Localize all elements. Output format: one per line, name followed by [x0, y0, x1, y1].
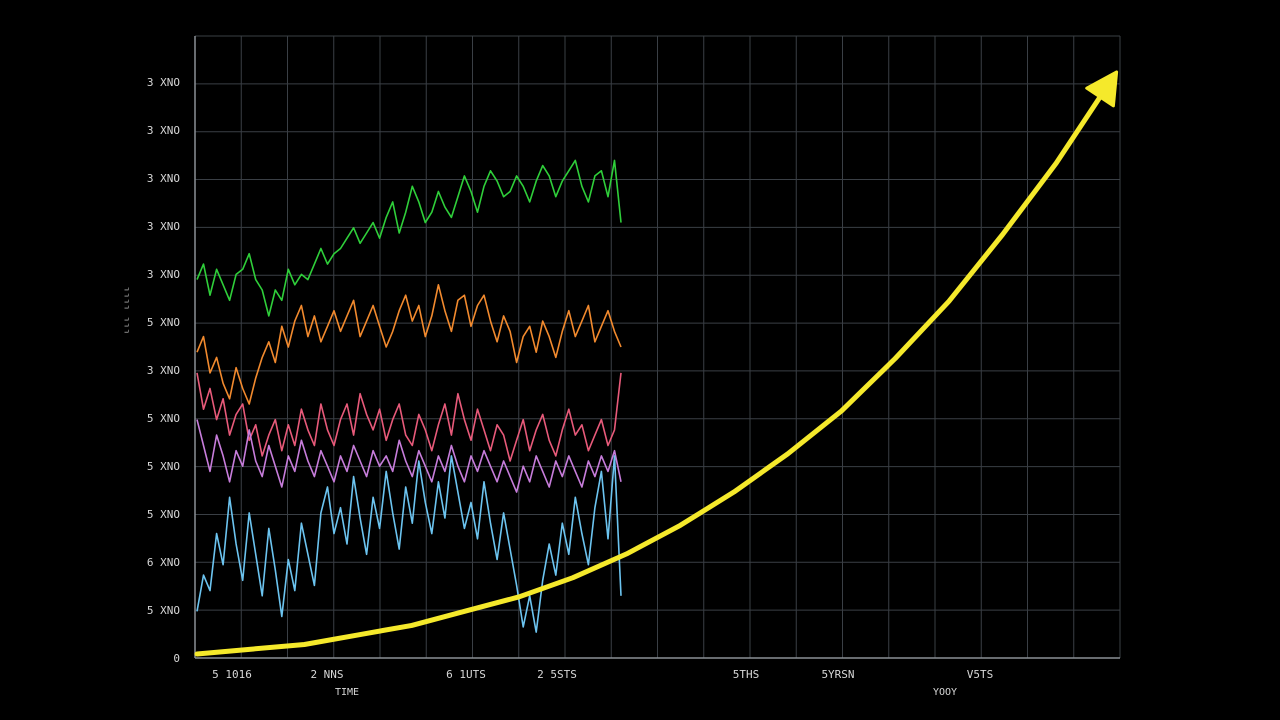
data-series-line [196, 455, 622, 633]
trend-line [194, 79, 1113, 657]
y-tick-label: 5 XNO [147, 316, 180, 329]
x-axis-ticks: 5 1016 2 NNS 6 1UTS 2 5STS 5THS 5YRSN V5TS [212, 668, 993, 681]
y-tick-label: 5 XNO [147, 460, 180, 473]
x-tick-label: 2 NNS [310, 668, 343, 681]
chart-series [196, 159, 622, 633]
y-tick-label: 3 XNO [147, 124, 180, 137]
y-tick-label: 3 XNO [147, 220, 180, 233]
chart-grid [194, 35, 1121, 659]
y-tick-label: 5 XNO [147, 412, 180, 425]
x-tick-label: 6 1UTS [446, 668, 486, 681]
y-axis-label: ᴸᴸᴸ ᴸᴸᴸᴸ [124, 286, 135, 334]
x-tick-label: 5YRSN [821, 668, 854, 681]
data-series-line [196, 283, 622, 405]
y-tick-label: 3 XNO [147, 268, 180, 281]
y-tick-label: 6 XNO [147, 556, 180, 569]
data-series-line [196, 372, 622, 462]
y-tick-label: 3 XNO [147, 364, 180, 377]
data-series-line [196, 159, 622, 317]
x-tick-label: V5TS [967, 668, 994, 681]
x-tick-label: 2 5STS [537, 668, 577, 681]
y-tick-label: 3 XNO [147, 172, 180, 185]
y-tick-label: 5 XNO [147, 604, 180, 617]
trend-arrowhead [1085, 70, 1119, 108]
y-tick-label: 0 [173, 652, 180, 665]
x-tick-label: 5THS [733, 668, 760, 681]
y-tick-label: 3 XNO [147, 76, 180, 89]
y-axis-ticks: 0 5 XNO 6 XNO 5 XNO 5 XNO 5 XNO 3 XNO 5 XNO 3 XN… [147, 76, 180, 665]
data-series-line [196, 419, 622, 493]
x-axis-label: TIME [335, 687, 359, 698]
x-axis-label-secondary: YOOY [933, 687, 957, 698]
trend-arrow [194, 70, 1119, 657]
y-tick-label: 5 XNO [147, 508, 180, 521]
x-tick-label: 5 1016 [212, 668, 252, 681]
